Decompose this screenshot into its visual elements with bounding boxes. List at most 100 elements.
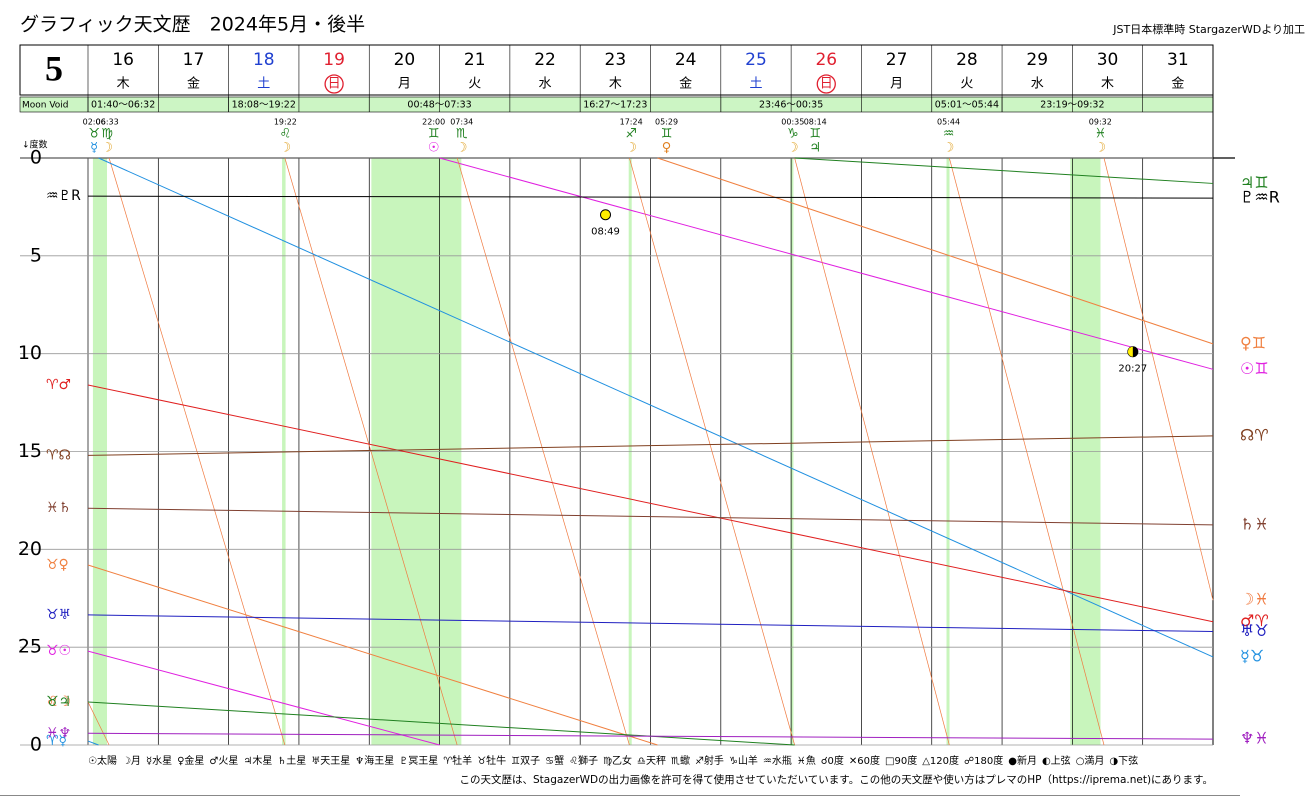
event-planet: ☽: [943, 141, 955, 156]
title: グラフィック天文歴 2024年5月・後半: [20, 14, 365, 36]
event-time: 05:29: [655, 118, 678, 127]
event-time: 00:35: [781, 118, 804, 127]
planet-line: [284, 157, 458, 746]
legend-item: ◐上弦: [1041, 755, 1071, 767]
legend-item: ☉太陽: [88, 755, 117, 767]
weekday: 金: [187, 76, 200, 92]
event-planet: ☿: [90, 141, 98, 156]
source: JST日本標準時 StargazerWDより加工: [1112, 22, 1305, 36]
weekday: 火: [468, 77, 481, 92]
planet-line: [87, 732, 1214, 740]
event-sign: ♓: [1094, 127, 1106, 142]
event-planet: ♀: [662, 141, 672, 156]
void-label: Moon Void: [22, 101, 69, 111]
planet-line: [87, 564, 658, 746]
day-number: 17: [183, 50, 205, 70]
legend-item: ♎天秤: [637, 755, 666, 767]
planet-line: [1103, 157, 1214, 601]
legend-item: ☿水星: [145, 755, 173, 767]
right-label: ☊♈: [1240, 425, 1269, 444]
event-planet: ☽: [280, 141, 292, 156]
event-planet: ☽: [787, 141, 799, 156]
day-number: 21: [464, 50, 486, 70]
left-label: ♓♆: [46, 725, 71, 741]
day-number: 29: [1026, 50, 1048, 70]
y-tick-label: 0: [30, 734, 42, 756]
event-time: 22:00: [422, 118, 445, 127]
event-sign: ♏: [456, 127, 468, 142]
event-planet: ☽: [625, 141, 637, 156]
event-sign: ♊: [661, 127, 673, 142]
event-time: 06:33: [96, 118, 119, 127]
left-label: ♓♄: [46, 500, 71, 516]
day-number: 25: [745, 50, 767, 70]
day-number: 28: [956, 50, 978, 70]
day-number: 18: [253, 50, 275, 70]
legend-item: ♊双子: [511, 755, 541, 767]
event-time: 05:44: [937, 118, 960, 127]
legend: ☉太陽 ☽月 ☿水星 ♀金星 ♂火星 ♃木星 ♄土星 ♅天王星 ♆海王星 ♇冥王星 ♈牡羊 ♉牡牛 ♊双…: [88, 750, 1213, 768]
left-label: ♌☽: [46, 694, 71, 710]
weekday: 水: [539, 77, 552, 92]
planet-line: [87, 740, 99, 746]
weekday: 月: [890, 77, 903, 92]
planet-line: [87, 701, 795, 746]
legend-item: ♄土星: [277, 755, 307, 767]
day-number: 26: [815, 50, 837, 70]
day-number: 30: [1097, 50, 1119, 70]
legend-item: ○満月: [1075, 755, 1105, 767]
event-time: 07:34: [450, 118, 473, 127]
day-number: 27: [886, 50, 908, 70]
right-label: ♅♉: [1240, 621, 1269, 640]
planet-line: [456, 157, 630, 746]
planet-line: [794, 157, 950, 746]
event-sign: ♐: [625, 127, 637, 142]
right-label: ♄♓: [1240, 514, 1269, 533]
y-tick-label: 10: [18, 342, 42, 364]
legend-item: ♆海王星: [355, 755, 395, 767]
planet-line: [439, 157, 1214, 370]
event-time: 19:22: [274, 118, 297, 127]
event-sign: ♌: [280, 127, 292, 142]
right-label: ♇♒R: [1240, 188, 1280, 207]
left-label: ♉♅: [46, 607, 71, 623]
left-label: ♉♀: [46, 557, 69, 573]
month: 5: [45, 48, 63, 88]
planet-line: [87, 435, 1214, 456]
left-label: ♈☿: [46, 733, 67, 749]
legend-item: ♌獅子: [569, 755, 599, 767]
planet-line: [87, 195, 1214, 199]
void-span: 01:40～06:32: [91, 100, 155, 111]
day-number: 16: [112, 50, 134, 70]
planet-line: [794, 157, 1214, 184]
event-planet: ☽: [1094, 141, 1106, 156]
phase-time: 20:27: [1118, 364, 1147, 375]
planet-line: [629, 157, 795, 746]
event-sign: ♒: [943, 127, 955, 142]
weekday: 金: [1171, 76, 1184, 92]
weekday: 木: [609, 77, 622, 92]
right-label: ♃♊: [1240, 173, 1269, 192]
event-planet: ☉: [428, 141, 440, 156]
event-sign: ♑: [787, 127, 799, 142]
weekday: 日: [328, 77, 341, 92]
weekday: 火: [960, 77, 973, 92]
planet-line: [87, 614, 1214, 633]
weekday: 木: [1101, 77, 1114, 92]
legend-item: ☌0度: [820, 755, 844, 767]
legend-item: ☽月: [121, 755, 141, 767]
planet-line: [108, 157, 286, 746]
planet-line: [87, 507, 1214, 526]
day-number: 19: [323, 50, 345, 70]
event-planet: ☽: [101, 141, 113, 156]
void-span: 00:48～07:33: [407, 100, 471, 111]
event-planet: ♃: [809, 141, 821, 156]
planet-line: [948, 157, 1105, 746]
legend-item: ♋蟹: [545, 755, 565, 767]
planet-line: [87, 384, 1214, 623]
legend-item: ♐射手: [694, 755, 724, 767]
day-number: 31: [1167, 50, 1189, 70]
weekday-circle: [816, 74, 836, 94]
